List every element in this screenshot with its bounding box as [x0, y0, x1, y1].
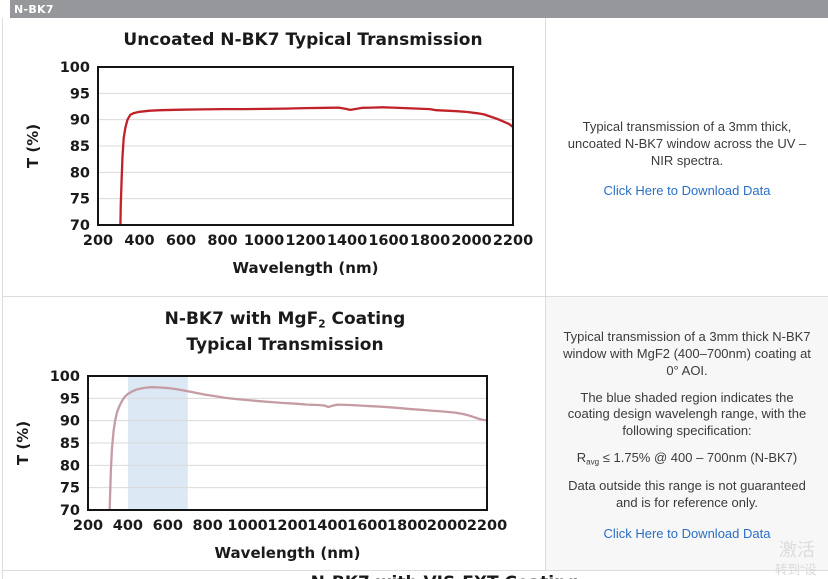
y-tick-labels: 70 75 80 85 90 95 100 [60, 60, 90, 234]
tab-bar: N-BK7 [10, 0, 828, 18]
uncoated-description: Typical transmission of a 3mm thick, unc… [567, 118, 807, 168]
svg-text:90: 90 [60, 414, 80, 430]
svg-text:2200: 2200 [467, 518, 507, 534]
spec-subscript: avg [586, 457, 600, 467]
svg-text:1200: 1200 [267, 518, 307, 534]
plot-border [87, 375, 488, 512]
section-visext-partial: N-BK7 with VIS-EXT Coating [3, 571, 828, 579]
svg-text:800: 800 [193, 518, 223, 534]
uncoated-chart-title: Uncoated N-BK7 Typical Transmission [123, 30, 483, 50]
content-area: Uncoated N-BK7 Typical Transmission 70 75… [2, 18, 828, 579]
x-axis-label: Wavelength (nm) [233, 259, 379, 277]
x-tick-labels: 200 400 600 800 1000 1200 1400 1600 1800 2000 2200 [83, 233, 533, 249]
mgf2-description: Typical transmission of a 3mm thick N-BK… [563, 328, 811, 378]
svg-text:600: 600 [153, 518, 183, 534]
section-mgf2: N-BK7 with MgF2 Coating Typical Transmis… [3, 297, 828, 571]
svg-text:75: 75 [60, 481, 80, 497]
svg-text:70: 70 [70, 218, 90, 234]
svg-text:1600: 1600 [368, 233, 408, 249]
x-tick-labels: 200 400 600 800 1000 1200 1400 1600 1800 2000 2200 [73, 518, 507, 534]
mgf2-title-subscript: 2 [318, 318, 326, 331]
activation-watermark-line1: 激活 [779, 540, 815, 560]
svg-text:95: 95 [60, 392, 80, 408]
mgf2-band-note: The blue shaded region indicates the coa… [567, 389, 807, 439]
gridlines [98, 92, 513, 200]
download-data-link-uncoated[interactable]: Click Here to Download Data [603, 183, 771, 199]
uncoated-info-panel: Typical transmission of a 3mm thick, unc… [546, 18, 828, 296]
mgf2-title-post: Coating [325, 309, 406, 329]
y-axis-label: T (%) [24, 124, 42, 168]
svg-text:1400: 1400 [327, 233, 367, 249]
svg-text:90: 90 [70, 113, 90, 129]
svg-text:85: 85 [70, 139, 90, 155]
svg-text:2200: 2200 [493, 233, 533, 249]
svg-text:1000: 1000 [244, 233, 284, 249]
mgf2-info-panel: Typical transmission of a 3mm thick N-BK… [546, 297, 828, 570]
svg-text:95: 95 [70, 86, 90, 102]
gridlines [88, 398, 487, 489]
mgf2-spec-line: Ravg ≤ 1.75% @ 400 – 700nm (N-BK7) [577, 450, 797, 468]
section-uncoated: Uncoated N-BK7 Typical Transmission 70 75… [3, 18, 828, 297]
transmission-curve [119, 106, 513, 225]
svg-text:1800: 1800 [387, 518, 427, 534]
activation-watermark-line2: 转到“设 [775, 563, 817, 577]
svg-text:400: 400 [124, 233, 154, 249]
tab-nbk7[interactable]: N-BK7 [14, 2, 54, 16]
svg-text:100: 100 [60, 60, 90, 76]
spec-base: R [576, 450, 587, 466]
svg-text:70: 70 [60, 503, 80, 519]
svg-text:85: 85 [60, 436, 80, 452]
mgf2-title-pre: N-BK7 with MgF [164, 309, 319, 329]
svg-text:1000: 1000 [227, 518, 267, 534]
svg-text:2000: 2000 [451, 233, 491, 249]
svg-text:80: 80 [70, 165, 90, 181]
mgf2-chart-title: N-BK7 with MgF2 Coating [3, 309, 545, 335]
svg-text:1200: 1200 [285, 233, 325, 249]
mgf2-chart-title-line2: Typical Transmission [186, 335, 384, 356]
visext-chart-title-partial: N-BK7 with VIS-EXT Coating [3, 571, 828, 579]
mgf2-disclaimer: Data outside this range is not guarantee… [568, 478, 806, 511]
svg-text:75: 75 [70, 192, 90, 208]
transmission-curve [108, 386, 487, 511]
plot-border [97, 66, 514, 226]
svg-text:1800: 1800 [410, 233, 450, 249]
spec-rest: ≤ 1.75% @ 400 – 700nm (N-BK7) [599, 450, 798, 466]
svg-text:1600: 1600 [347, 518, 387, 534]
svg-text:400: 400 [113, 518, 143, 534]
svg-text:800: 800 [207, 233, 237, 249]
svg-text:600: 600 [166, 233, 196, 249]
svg-text:200: 200 [83, 233, 113, 249]
svg-text:2000: 2000 [427, 518, 467, 534]
y-axis-label: T (%) [14, 421, 32, 465]
svg-text:100: 100 [50, 369, 80, 385]
mgf2-chart-cell: N-BK7 with MgF2 Coating Typical Transmis… [3, 297, 546, 570]
svg-text:200: 200 [73, 518, 103, 534]
svg-text:80: 80 [60, 459, 80, 475]
x-axis-label: Wavelength (nm) [215, 544, 361, 562]
y-tick-labels: 70 75 80 85 90 95 100 [50, 369, 80, 519]
uncoated-chart-cell: Uncoated N-BK7 Typical Transmission 70 75… [3, 18, 546, 296]
download-data-link-mgf2[interactable]: Click Here to Download Data [603, 526, 771, 542]
svg-text:1400: 1400 [307, 518, 347, 534]
